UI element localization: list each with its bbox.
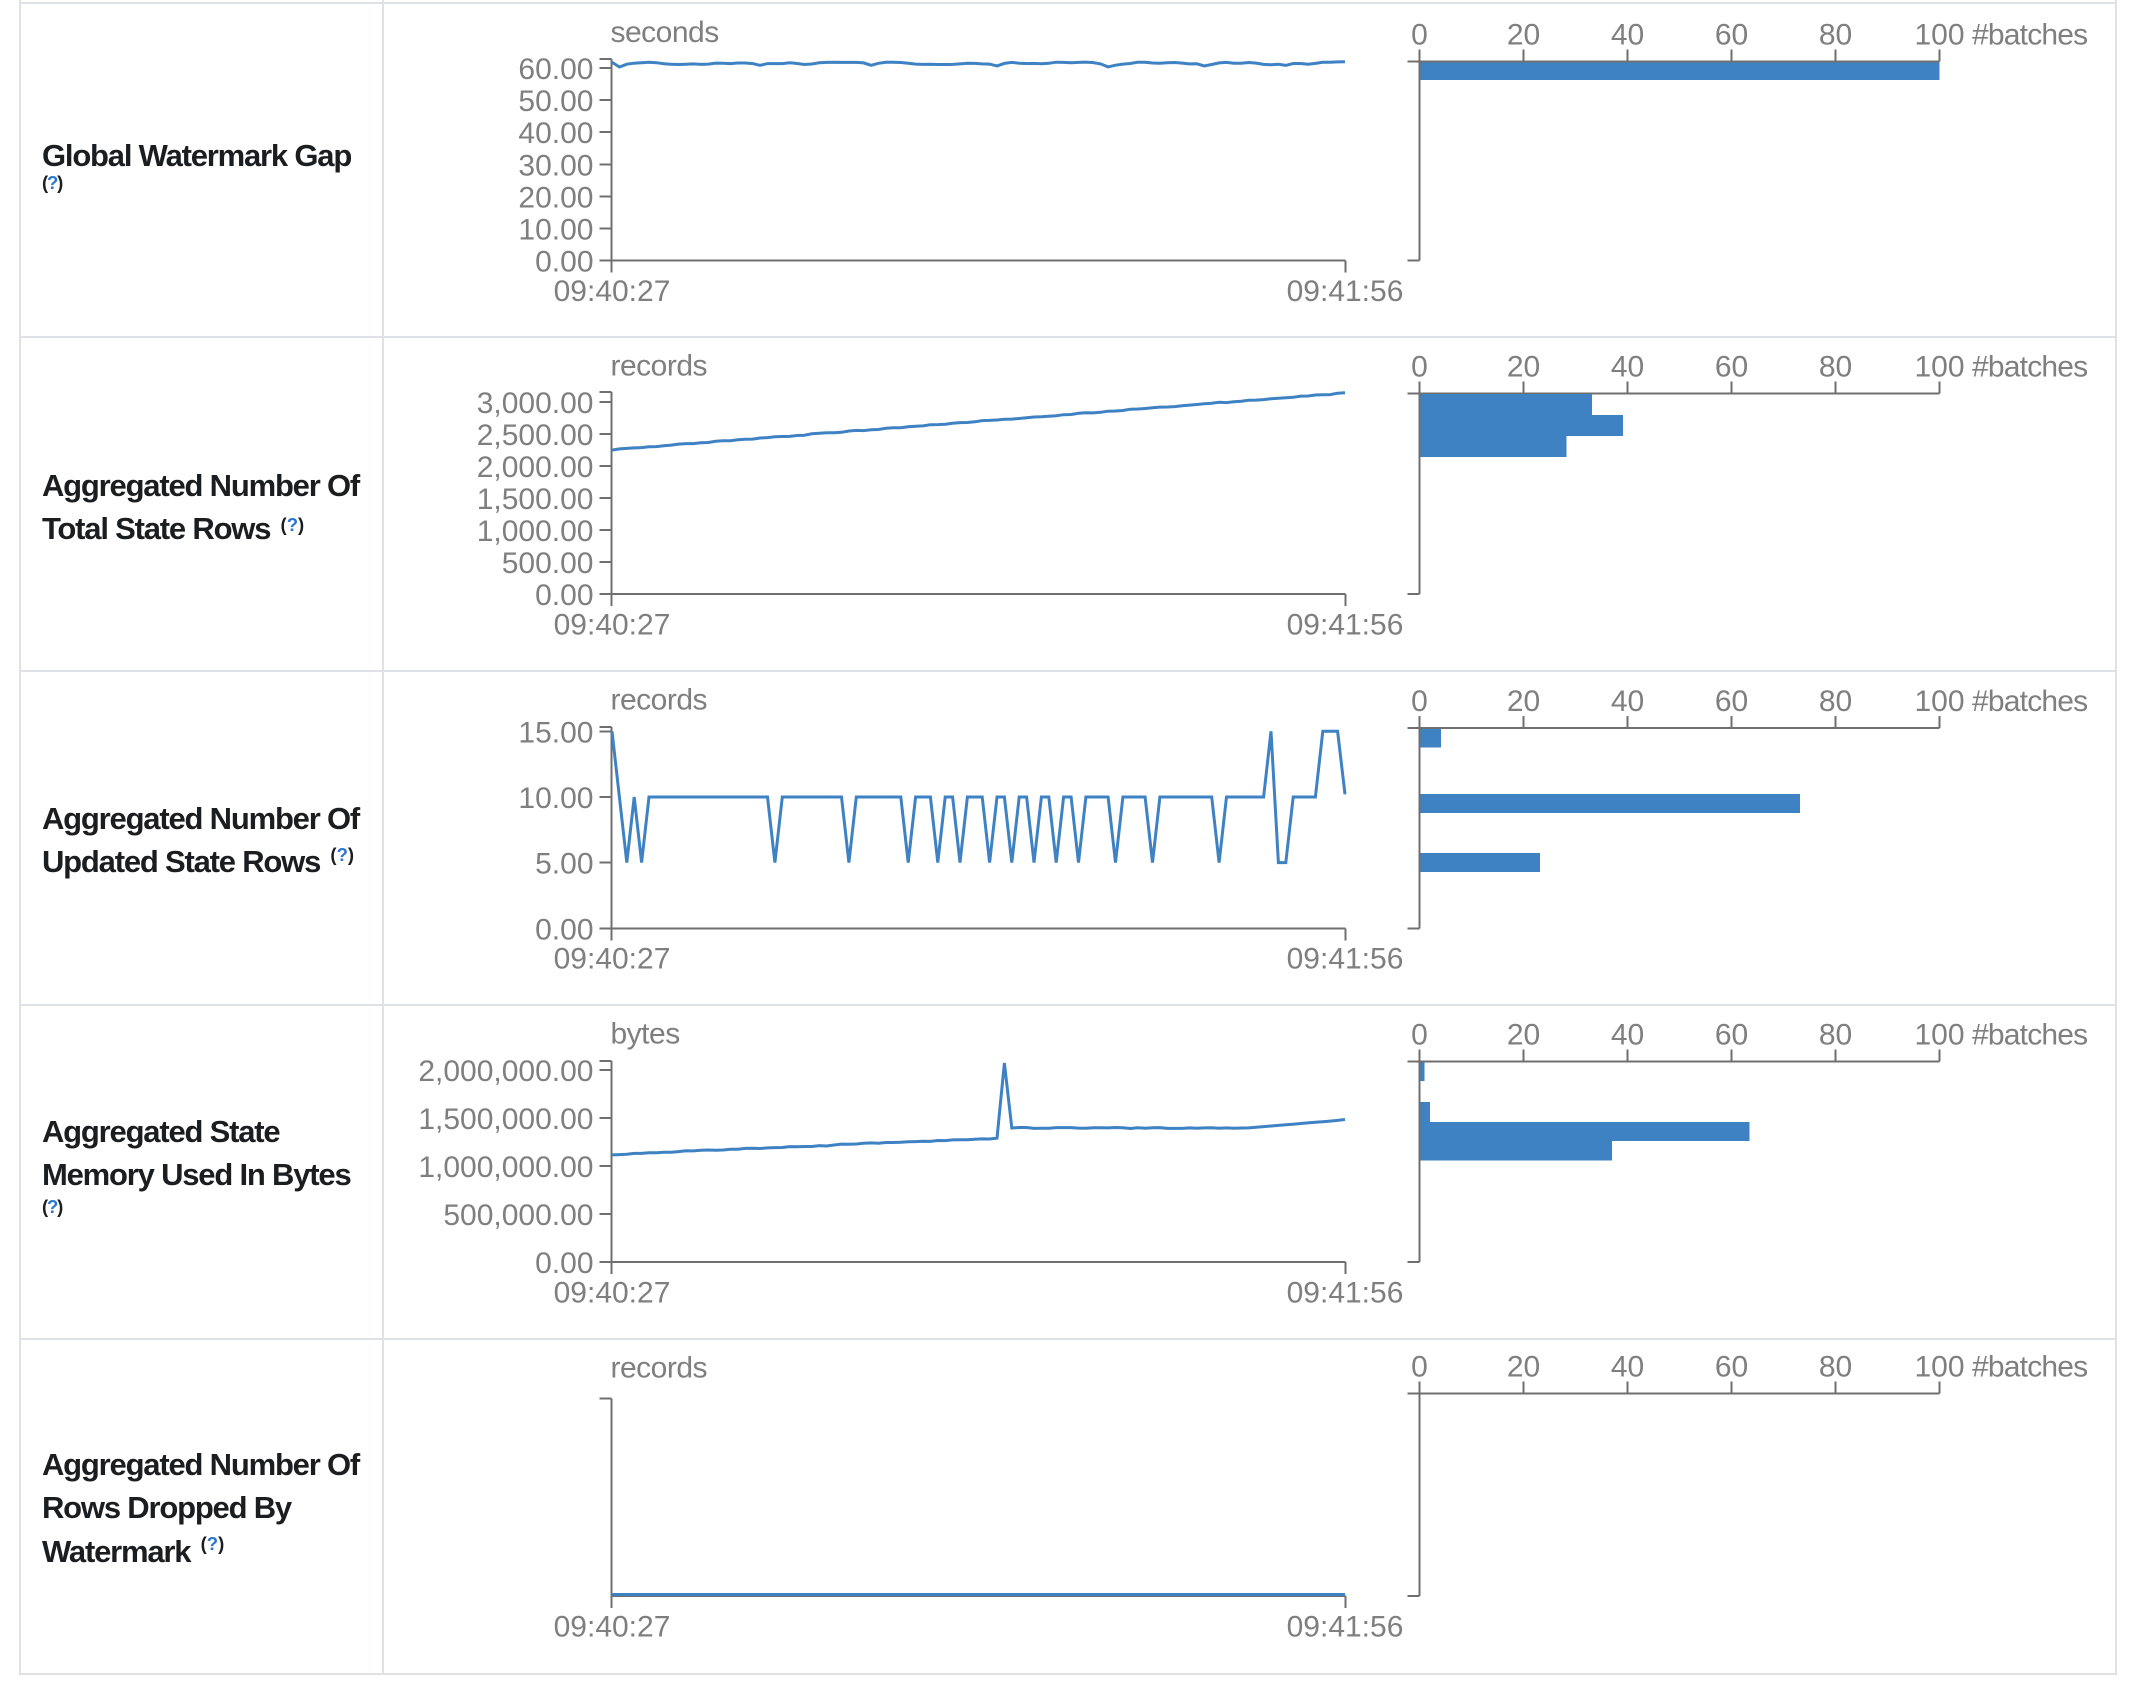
svg-text:80: 80 <box>1819 350 1852 383</box>
svg-text:09:40:27: 09:40:27 <box>554 1611 671 1644</box>
svg-text:40: 40 <box>1611 19 1644 52</box>
svg-text:0.00: 0.00 <box>535 1247 593 1280</box>
svg-text:09:40:27: 09:40:27 <box>554 275 671 308</box>
svg-text:#batches: #batches <box>1972 685 2087 718</box>
svg-text:09:41:56: 09:41:56 <box>1287 1277 1404 1310</box>
svg-text:20.00: 20.00 <box>518 181 593 214</box>
svg-text:2,000,000.00: 2,000,000.00 <box>418 1055 593 1088</box>
svg-text:seconds: seconds <box>611 16 719 49</box>
svg-text:1,500.00: 1,500.00 <box>477 483 594 516</box>
svg-text:0: 0 <box>1411 1351 1428 1384</box>
svg-text:60: 60 <box>1715 1351 1748 1384</box>
svg-text:#batches: #batches <box>1972 350 2087 383</box>
svg-text:80: 80 <box>1819 1019 1852 1052</box>
svg-text:10.00: 10.00 <box>518 782 593 815</box>
svg-text:60: 60 <box>1715 350 1748 383</box>
svg-text:40: 40 <box>1611 350 1644 383</box>
svg-text:09:40:27: 09:40:27 <box>554 609 671 642</box>
svg-text:1,500,000.00: 1,500,000.00 <box>418 1103 593 1136</box>
svg-text:2,000.00: 2,000.00 <box>477 451 594 484</box>
svg-text:1,000,000.00: 1,000,000.00 <box>418 1151 593 1184</box>
svg-text:80: 80 <box>1819 1351 1852 1384</box>
svg-text:09:41:56: 09:41:56 <box>1287 1611 1404 1644</box>
svg-text:2,500.00: 2,500.00 <box>477 419 594 452</box>
svg-text:bytes: bytes <box>611 1018 680 1051</box>
svg-text:#batches: #batches <box>1972 19 2087 52</box>
svg-text:0: 0 <box>1411 1019 1428 1052</box>
svg-text:100: 100 <box>1914 1351 1964 1384</box>
svg-text:80: 80 <box>1819 19 1852 52</box>
svg-text:30.00: 30.00 <box>518 149 593 182</box>
svg-text:0: 0 <box>1411 350 1428 383</box>
svg-text:60: 60 <box>1715 685 1748 718</box>
svg-text:20: 20 <box>1507 19 1540 52</box>
svg-text:100: 100 <box>1914 350 1964 383</box>
svg-text:#batches: #batches <box>1972 1019 2087 1052</box>
svg-text:0.00: 0.00 <box>535 579 593 612</box>
svg-text:40: 40 <box>1611 1019 1644 1052</box>
svg-text:0.00: 0.00 <box>535 246 593 279</box>
svg-text:20: 20 <box>1507 1351 1540 1384</box>
svg-text:20: 20 <box>1507 685 1540 718</box>
svg-text:40.00: 40.00 <box>518 117 593 150</box>
svg-text:100: 100 <box>1914 1019 1964 1052</box>
svg-text:0: 0 <box>1411 19 1428 52</box>
svg-text:records: records <box>611 1352 708 1385</box>
svg-text:15.00: 15.00 <box>518 716 593 749</box>
svg-text:80: 80 <box>1819 685 1852 718</box>
svg-text:40: 40 <box>1611 685 1644 718</box>
svg-text:5.00: 5.00 <box>535 848 593 881</box>
svg-text:09:41:56: 09:41:56 <box>1287 609 1404 642</box>
svg-text:09:41:56: 09:41:56 <box>1287 275 1404 308</box>
svg-text:60: 60 <box>1715 1019 1748 1052</box>
svg-text:50.00: 50.00 <box>518 85 593 118</box>
svg-text:09:41:56: 09:41:56 <box>1287 943 1404 976</box>
svg-text:500,000.00: 500,000.00 <box>443 1199 593 1232</box>
svg-text:09:40:27: 09:40:27 <box>554 943 671 976</box>
svg-text:09:40:27: 09:40:27 <box>554 1277 671 1310</box>
svg-text:40: 40 <box>1611 1351 1644 1384</box>
svg-text:0: 0 <box>1411 685 1428 718</box>
svg-text:60.00: 60.00 <box>518 53 593 86</box>
svg-text:20: 20 <box>1507 1019 1540 1052</box>
svg-text:10.00: 10.00 <box>518 213 593 246</box>
svg-text:20: 20 <box>1507 350 1540 383</box>
svg-text:3,000.00: 3,000.00 <box>477 387 594 420</box>
svg-text:1,000.00: 1,000.00 <box>477 515 594 548</box>
svg-text:0.00: 0.00 <box>535 913 593 946</box>
svg-text:records: records <box>611 350 708 383</box>
svg-text:#batches: #batches <box>1972 1351 2087 1384</box>
svg-text:100: 100 <box>1914 685 1964 718</box>
svg-text:500.00: 500.00 <box>502 547 594 580</box>
svg-text:records: records <box>611 684 708 717</box>
svg-text:100: 100 <box>1914 19 1964 52</box>
svg-text:60: 60 <box>1715 19 1748 52</box>
